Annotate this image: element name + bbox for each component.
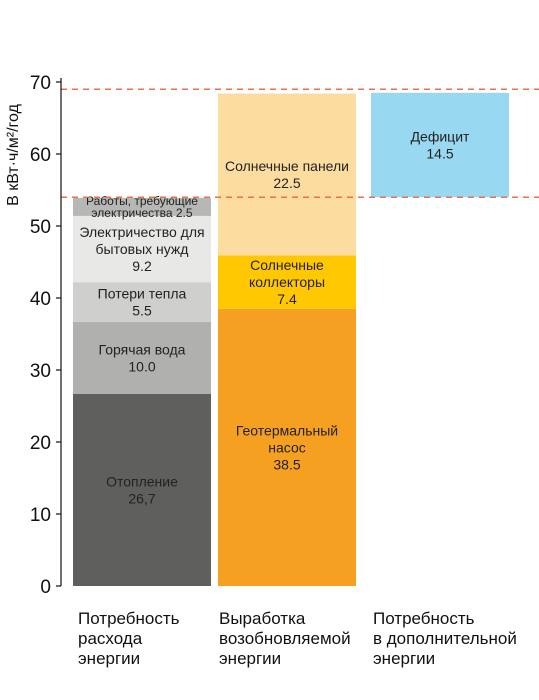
segment-label-2-0-1: 14.5 bbox=[426, 146, 453, 162]
y-tick-label-7: 70 bbox=[30, 73, 51, 94]
segment-label-0-0-1: 26,7 bbox=[128, 490, 155, 506]
y-tick-label-6: 60 bbox=[30, 145, 51, 166]
bar-0-segment-0 bbox=[73, 393, 211, 586]
bar-1-segment-1 bbox=[218, 255, 356, 309]
y-tick-label-2: 20 bbox=[30, 433, 51, 454]
bar-0-segment-4 bbox=[73, 197, 211, 216]
category-label-1-1: возобновляемой bbox=[219, 629, 351, 648]
segment-label-0-1-0: Горячая вода bbox=[99, 341, 186, 357]
segment-label-0-4-1: электричества 2.5 bbox=[91, 206, 192, 220]
category-label-2-2: энергии bbox=[373, 649, 435, 668]
segment-label-0-1-1: 10.0 bbox=[128, 358, 155, 374]
y-tick-label-0: 0 bbox=[40, 577, 51, 598]
segment-label-0-3-0: Электричество для bbox=[79, 224, 204, 240]
segment-label-0-3-1: бытовых нужд bbox=[96, 241, 189, 257]
category-label-0-1: расхода bbox=[78, 629, 143, 648]
bar-1-segment-2 bbox=[218, 93, 356, 256]
category-labels: ПотребностьрасходаэнергииВыработкавозобн… bbox=[78, 609, 517, 668]
y-axis-label: В кВт·ч/м²/год bbox=[5, 103, 22, 206]
segment-label-1-1-0: Солнечные bbox=[250, 257, 324, 273]
y-tick-label-1: 10 bbox=[30, 505, 51, 526]
y-tick-label-4: 40 bbox=[30, 289, 51, 310]
segment-label-0-0-0: Отопление bbox=[106, 473, 178, 489]
bar-0-segment-3 bbox=[73, 215, 211, 283]
segment-label-1-1-2: 7.4 bbox=[277, 291, 297, 307]
segment-label-1-0-2: 38.5 bbox=[273, 456, 300, 472]
segment-label-1-0-0: Геотермальный bbox=[236, 422, 338, 438]
segment-label-2-0-0: Дефицит bbox=[411, 129, 470, 145]
bar-2-segment-0 bbox=[371, 92, 509, 198]
category-label-0-2: энергии bbox=[78, 649, 140, 668]
segment-label-0-2-0: Потери тепла bbox=[98, 285, 187, 301]
y-axis: 0 10 20 30 40 50 60 70 В кВт·ч/м²/год bbox=[5, 73, 62, 598]
category-label-2-1: в дополнительной bbox=[373, 629, 517, 648]
category-label-2-0: Потребность bbox=[373, 609, 475, 628]
segment-label-1-0-1: насос bbox=[268, 439, 305, 455]
segment-label-0-2-1: 5.5 bbox=[132, 302, 152, 318]
y-tick-label-3: 30 bbox=[30, 361, 51, 382]
segment-label-1-2-0: Солнечные панели bbox=[225, 158, 349, 174]
segment-label-1-1-1: коллекторы bbox=[249, 274, 325, 290]
segment-label-1-2-1: 22.5 bbox=[273, 175, 300, 191]
category-label-1-2: энергии bbox=[219, 649, 281, 668]
y-tick-label-5: 50 bbox=[30, 217, 51, 238]
segment-label-0-4-0: Работы, требующие bbox=[86, 194, 198, 208]
segment-label-0-3-2: 9.2 bbox=[132, 258, 152, 274]
category-label-1-0: Выработка bbox=[219, 609, 306, 628]
category-label-0-0: Потребность bbox=[78, 609, 180, 628]
bar-0-segment-2 bbox=[73, 282, 211, 322]
reference-lines bbox=[61, 88, 539, 198]
bar-0-segment-1 bbox=[73, 321, 211, 394]
bar-1-segment-0 bbox=[218, 308, 356, 586]
